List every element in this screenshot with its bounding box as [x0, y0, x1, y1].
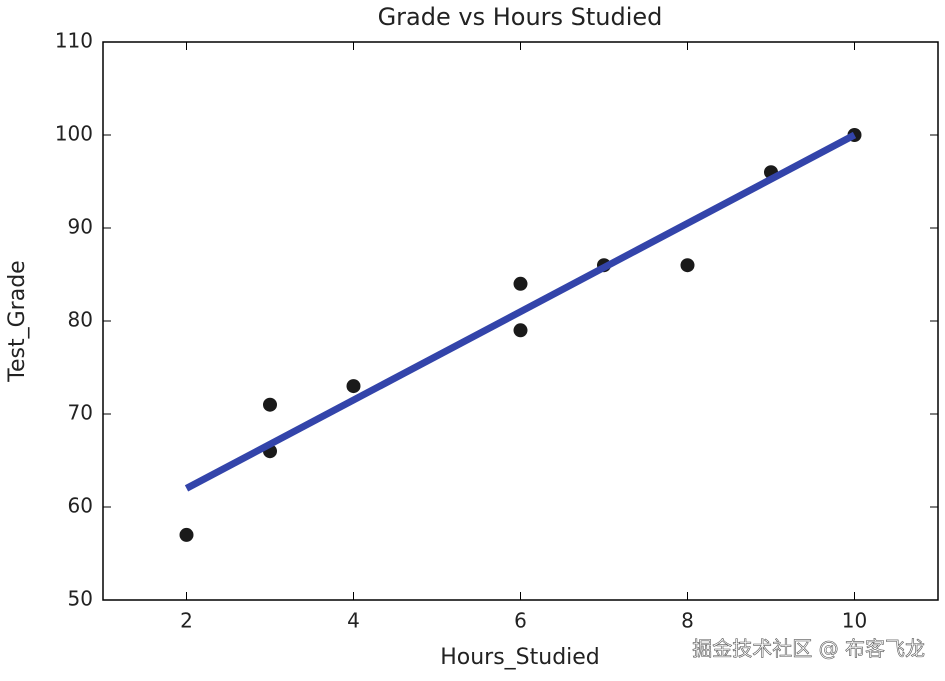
point [179, 527, 194, 542]
x-tick-label: 8 [681, 609, 694, 633]
y-tick-label: 50 [68, 587, 93, 611]
point [513, 323, 528, 338]
point [346, 379, 361, 394]
y-tick-label: 60 [68, 494, 93, 518]
watermark: 掘金技术社区 @ 布客飞龙 [692, 637, 925, 661]
y-axis-label: Test_Grade [5, 260, 30, 382]
plot-frame [102, 41, 939, 601]
x-axis-label: Hours_Studied [440, 645, 600, 670]
fit-line [184, 131, 857, 492]
point [263, 397, 277, 412]
y-tick-label: 100 [55, 122, 93, 146]
x-tick-label: 4 [347, 609, 360, 633]
x-tick-label: 10 [842, 609, 867, 633]
x-tick-label: 6 [514, 609, 527, 633]
point [513, 276, 528, 291]
y-tick-label: 110 [55, 29, 93, 53]
y-tick-label: 70 [68, 401, 93, 425]
point [680, 258, 695, 273]
y-tick-label: 80 [68, 308, 93, 332]
x-tick-label: 2 [180, 609, 193, 633]
y-tick-label: 90 [68, 215, 93, 239]
chart-title: Grade vs Hours Studied [378, 3, 663, 31]
